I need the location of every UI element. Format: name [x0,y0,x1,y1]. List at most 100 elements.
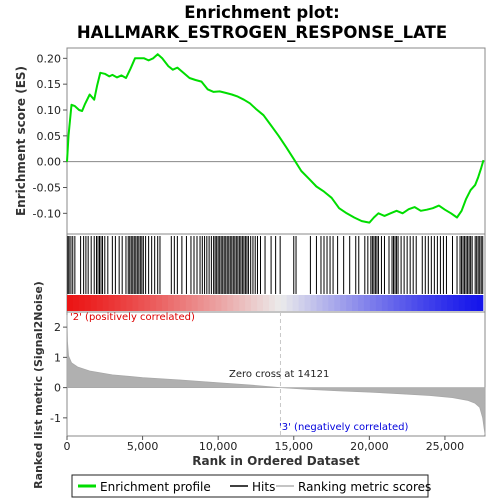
gradient-segment [381,295,389,311]
metric-y-axis: 2 1 0 -1 [50,321,67,425]
metric-y-tick-label: 1 [54,351,61,364]
es-y-axis: 0.20 0.15 0.10 0.05 0.00 -0.05 -0.10 [33,52,67,220]
x-tick-label: 10,000 [199,440,238,453]
gradient-segment [114,295,122,311]
metric-panel [66,311,486,437]
gradient-segment [268,295,276,311]
zero-cross-label: Zero cross at 14121 [229,369,329,380]
enrichment-profile-group [66,53,485,224]
gradient-segment [120,295,127,311]
es-y-tick-label: -0.05 [33,182,61,195]
gradient-segment [458,295,466,311]
gradient-segment [453,295,460,311]
negative-correlation-label: '3' (negatively correlated) [279,422,408,433]
gradient-segment [298,295,306,311]
gradient-segment [185,295,193,311]
es-y-tick-label: 0.00 [37,156,62,169]
legend: Enrichment profile Hits Ranking metric s… [71,474,431,498]
gradient-segment [470,295,478,311]
gradient-segment [411,295,419,311]
gradient-segment [375,295,383,311]
gradient-segment [132,295,139,311]
gradient-segment [262,295,270,311]
metric-y-tick-label: -1 [50,412,61,425]
gradient-segment [215,295,223,311]
gradient-segment [126,295,133,311]
es-y-axis-label: Enrichment score (ES) [14,66,28,216]
gradient-segment [316,295,323,311]
x-axis-label: Rank in Ordered Dataset [192,454,360,468]
correlation-gradient-bar [67,295,484,311]
gradient-segment [102,295,110,311]
gradient-segment [274,295,282,311]
metric-y-tick-label: 0 [54,382,61,395]
x-axis: 0 5,000 10,000 15,000 20,000 25,000 [64,436,465,453]
gradient-segment [304,295,312,311]
ranking-metric-group [66,312,486,436]
gradient-segment [405,295,413,311]
gradient-segment [78,295,86,311]
ranking-metric-area [66,314,486,435]
gradient-segment [363,295,371,311]
gradient-segment [203,295,211,311]
gradient-segment [251,295,258,311]
gradient-segment [399,295,407,311]
gradient-segment [239,295,246,311]
enrichment-profile-line [66,53,485,224]
chart-title-line2: HALLMARK_ESTROGEN_RESPONSE_LATE [77,23,447,42]
gradient-segment [334,295,341,311]
gradient-segment [441,295,448,311]
gradient-segment [197,295,205,311]
gradient-segment [328,295,335,311]
gradient-segment [447,295,454,311]
x-tick-label: 15,000 [275,440,314,453]
gradient-segment [167,295,175,311]
es-y-tick-label: 0.05 [37,130,62,143]
gradient-segment [150,295,157,311]
gradient-segment [138,295,145,311]
gradient-segment [435,295,442,311]
gradient-segment [417,295,424,311]
gradient-segment [358,295,365,311]
legend-ranking-label: Ranking metric scores [298,480,431,494]
x-tick-label: 0 [64,440,71,453]
gradient-segment [72,295,80,311]
gradient-segment [464,295,472,311]
gradient-segment [96,295,104,311]
gradient-segment [67,295,74,311]
es-panel [66,47,486,235]
gradient-segment [387,295,395,311]
es-y-tick-label: 0.20 [37,52,62,65]
x-tick-label: 5,000 [127,440,159,453]
gradient-segment [322,295,329,311]
gradient-segment [393,295,401,311]
gradient-segment [90,295,98,311]
gradient-segment [476,295,484,311]
legend-box [71,474,429,498]
gradient-segment [340,295,347,311]
gradient-segment [221,295,228,311]
chart-title-line1: Enrichment plot: [184,3,339,22]
gradient-segment [173,295,181,311]
gradient-segment [191,295,199,311]
gradient-segment [429,295,436,311]
x-tick-label: 25,000 [426,440,465,453]
legend-hits-label: Hits [252,480,275,494]
es-y-tick-label: 0.10 [37,104,62,117]
gradient-segment [84,295,92,311]
es-y-tick-label: -0.10 [33,207,61,220]
gradient-segment [156,295,163,311]
metric-y-tick-label: 2 [54,321,61,334]
gradient-segment [280,295,288,311]
legend-enrichment-label: Enrichment profile [100,480,211,494]
x-tick-label: 20,000 [350,440,389,453]
gradient-segment [209,295,217,311]
gradient-segment [352,295,359,311]
gradient-segment [233,295,240,311]
es-y-tick-label: 0.15 [37,78,62,91]
gradient-segment [162,295,169,311]
metric-y-axis-label: Ranked list metric (Signal2Noise) [32,281,45,489]
positive-correlation-label: '2' (positively correlated) [70,312,195,323]
gradient-segment [144,295,151,311]
